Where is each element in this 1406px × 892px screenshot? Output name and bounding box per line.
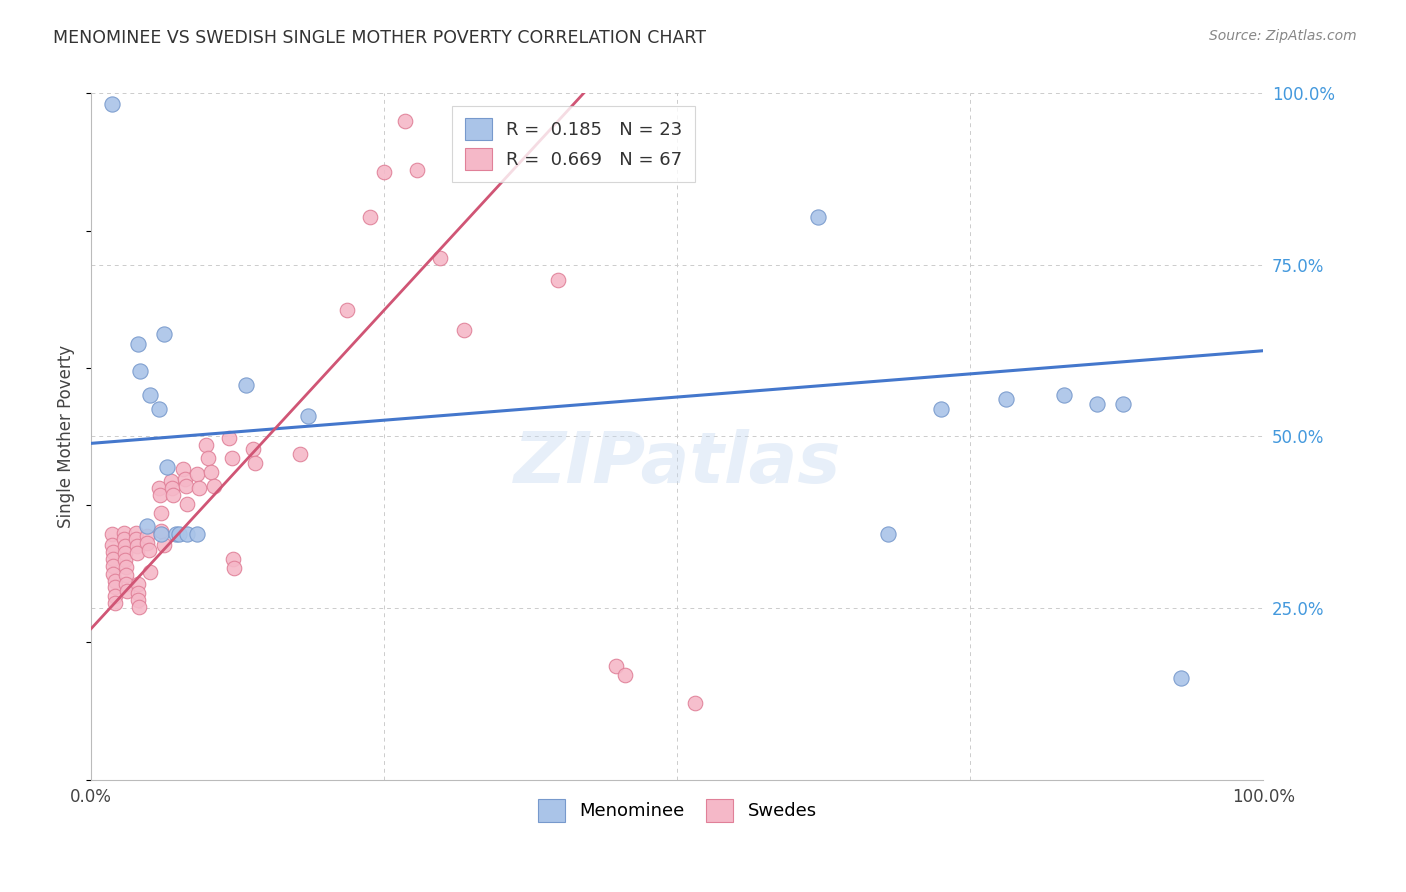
Text: Source: ZipAtlas.com: Source: ZipAtlas.com [1209,29,1357,43]
Point [114,546,136,560]
Point [136,529,159,543]
Point [167,527,190,541]
Point [114,553,136,567]
Point [245,456,267,470]
Point [117,583,139,598]
Point [453,323,475,337]
Point [336,302,359,317]
Point [103,551,125,566]
Point [139,388,162,402]
Point [150,524,173,539]
Point [186,467,208,482]
Point [186,527,208,541]
Point [406,163,429,178]
Point [149,488,172,502]
Point [288,447,311,461]
Point [103,566,125,581]
Point [104,596,127,610]
Point [104,589,127,603]
Point [150,527,173,541]
Point [114,539,136,553]
Point [221,451,243,466]
Point [547,273,569,287]
Point [115,577,138,591]
Point [148,481,170,495]
Point [200,465,222,479]
Point [153,326,176,341]
Point [877,527,900,541]
Point [174,479,197,493]
Point [218,431,240,445]
Point [125,533,148,547]
Point [104,581,127,595]
Point [127,586,149,600]
Point [807,210,830,224]
Point [394,113,416,128]
Point [994,392,1017,406]
Point [429,251,451,265]
Point [156,460,179,475]
Point [115,560,138,574]
Point [115,568,138,582]
Point [172,462,194,476]
Point [136,518,159,533]
Point [160,474,183,488]
Point [1112,396,1135,410]
Point [148,402,170,417]
Point [112,525,135,540]
Point [1085,396,1108,410]
Point [683,696,706,710]
Point [103,545,125,559]
Point [138,542,160,557]
Point [125,525,148,540]
Point [112,533,135,547]
Point [139,566,162,580]
Point [929,402,952,417]
Point [202,479,225,493]
Point [136,536,159,550]
Point [176,497,198,511]
Point [165,527,187,541]
Point [150,507,173,521]
Point [188,481,211,495]
Point [222,551,245,566]
Point [103,558,125,573]
Point [125,546,148,560]
Point [153,538,176,552]
Point [176,527,198,541]
Point [359,210,381,224]
Point [101,527,124,541]
Text: ZIPatlas: ZIPatlas [513,429,841,499]
Point [160,481,183,495]
Legend: Menominee, Swedes: Menominee, Swedes [527,789,828,832]
Point [197,451,219,466]
Y-axis label: Single Mother Poverty: Single Mother Poverty [58,345,75,528]
Point [127,592,149,607]
Point [605,659,627,673]
Point [101,538,124,552]
Point [1170,671,1192,685]
Point [104,574,127,588]
Point [101,96,124,111]
Point [195,438,218,452]
Point [235,378,257,392]
Point [129,364,152,378]
Text: MENOMINEE VS SWEDISH SINGLE MOTHER POVERTY CORRELATION CHART: MENOMINEE VS SWEDISH SINGLE MOTHER POVER… [53,29,706,46]
Point [224,561,246,575]
Point [127,577,149,591]
Point [174,472,197,486]
Point [128,599,150,614]
Point [1053,388,1076,402]
Point [127,336,149,351]
Point [373,165,395,179]
Point [242,442,264,456]
Point [125,539,148,553]
Point [297,409,319,423]
Point [162,488,184,502]
Point [613,668,636,682]
